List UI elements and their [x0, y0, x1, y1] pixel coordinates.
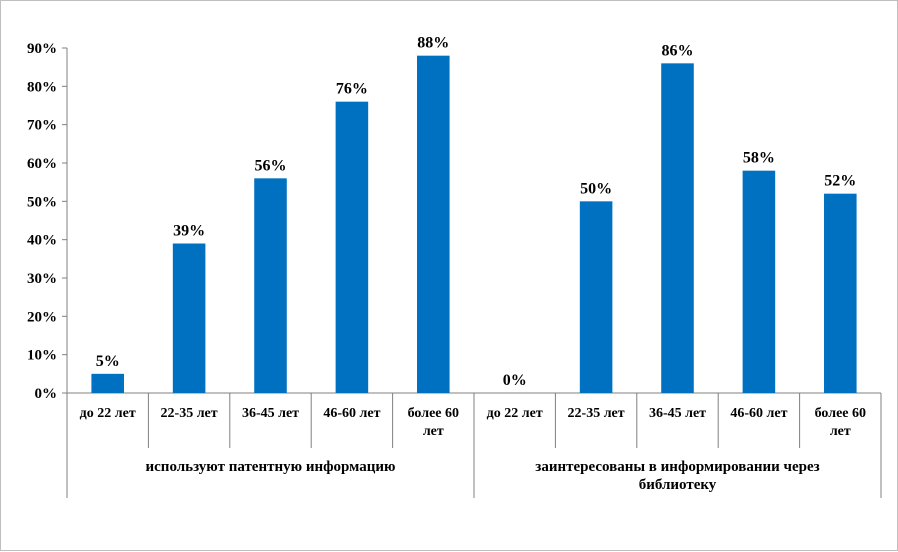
bar: [254, 178, 287, 393]
data-label: 58%: [743, 150, 775, 167]
x-tick-label: более 60 лет: [408, 406, 459, 439]
data-label: 56%: [255, 157, 287, 174]
y-tick-label: 70%: [27, 118, 57, 134]
y-tick-label: 10%: [27, 348, 57, 364]
bar: [172, 243, 206, 393]
data-label: 76%: [336, 81, 368, 98]
x-tick-label: более 60 лет: [815, 406, 866, 439]
bar: [417, 55, 450, 394]
x-tick-label: 22-35 лет: [161, 406, 218, 421]
x-tick-label: 36-45 лет: [242, 406, 299, 421]
y-tick-label: 80%: [27, 79, 57, 95]
y-tick-label: 40%: [27, 233, 57, 249]
y-tick-label: 30%: [27, 271, 57, 287]
x-tick-label: 22-35 лет: [568, 406, 625, 421]
y-tick-label: 60%: [27, 156, 57, 172]
bar: [91, 373, 124, 393]
bar: [742, 170, 776, 393]
x-tick-label: 36-45 лет: [649, 406, 706, 421]
data-label: 5%: [96, 353, 120, 370]
y-tick-label: 20%: [27, 309, 57, 325]
data-label: 0%: [503, 372, 527, 389]
y-tick-label: 0%: [35, 386, 58, 402]
bar: [661, 63, 694, 393]
bar: [335, 101, 369, 394]
x-tick-label: 46-60 лет: [323, 406, 380, 421]
group-label: используют патентную информацию: [146, 459, 396, 475]
y-tick-label: 90%: [27, 41, 57, 57]
y-tick-label: 50%: [27, 194, 57, 210]
x-tick-label: до 22 лет: [487, 406, 543, 421]
data-label: 88%: [417, 35, 449, 52]
x-tick-label: 46-60 лет: [730, 406, 787, 421]
x-tick-label: до 22 лет: [80, 406, 136, 421]
data-label: 52%: [824, 173, 856, 190]
group-label: заинтересованы в информировании через биб…: [535, 459, 819, 493]
bar: [824, 193, 857, 393]
data-label: 39%: [173, 223, 205, 240]
data-label: 50%: [580, 180, 612, 197]
bar: [579, 201, 613, 393]
data-label: 86%: [662, 42, 694, 59]
